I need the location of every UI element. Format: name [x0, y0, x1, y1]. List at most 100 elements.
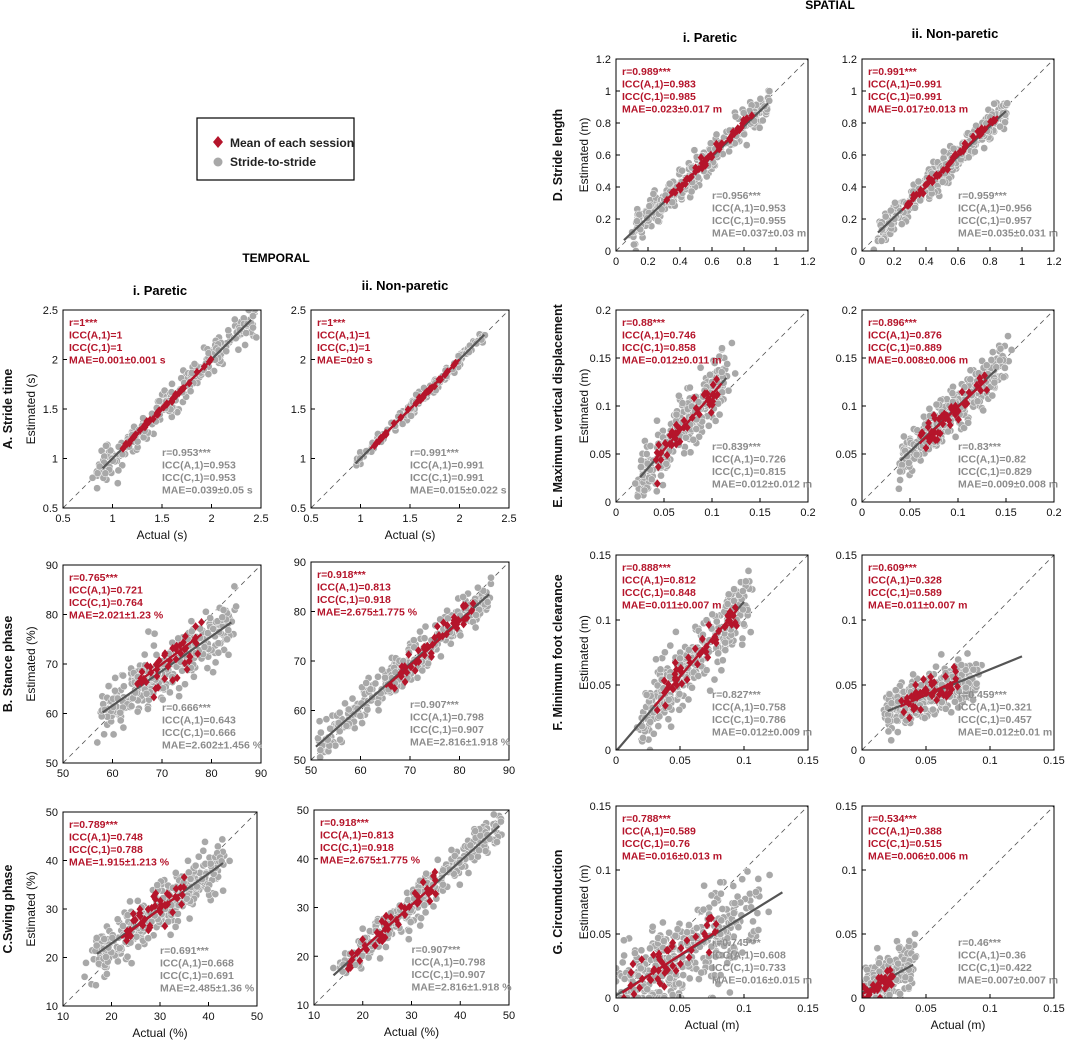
row-label: F. Minimum foot clearance: [551, 574, 565, 730]
stride-point: [120, 682, 128, 691]
stride-point: [202, 607, 210, 616]
mean-point: [169, 644, 177, 653]
mean-point: [695, 164, 703, 174]
stride-stat: ICC(A,1)=0.321: [958, 702, 1032, 714]
mean-point: [147, 668, 155, 677]
identity-line: [311, 310, 509, 508]
stride-point: [765, 871, 774, 879]
stride-point: [344, 705, 353, 714]
mean-point: [688, 946, 695, 955]
stride-point: [947, 708, 956, 717]
stride-point: [657, 471, 665, 480]
stride-point: [168, 380, 176, 388]
y-axis-label: Estimated (%): [24, 626, 38, 701]
mean-point: [903, 693, 911, 703]
plot-area: [862, 555, 1054, 750]
x-tick-label: 0: [859, 256, 865, 268]
stride-point: [407, 411, 415, 420]
stride-stat: ICC(A,1)=0.758: [712, 702, 786, 714]
stride-point: [244, 310, 253, 314]
stride-point: [472, 611, 480, 619]
stride-stat: ICC(C,1)=0.991: [410, 472, 484, 484]
mean-point: [952, 150, 959, 159]
stride-stat: ICC(C,1)=0.457: [958, 714, 1032, 726]
y-axis-label: Estimated (m): [577, 615, 591, 690]
mean-stat: ICC(A,1)=0.876: [868, 330, 942, 342]
mean-point: [925, 174, 933, 183]
stride-point: [969, 696, 977, 704]
stride-point: [106, 446, 115, 455]
mean-stat: r=0.918***: [320, 817, 370, 829]
mean-point: [415, 897, 423, 906]
stride-point: [646, 718, 655, 726]
stride-point: [224, 650, 233, 659]
stride-point: [896, 467, 904, 476]
mean-point: [930, 678, 938, 687]
stride-stat: ICC(C,1)=0.691: [160, 970, 234, 982]
stride-stat: MAE=2.485±1.36 %: [160, 983, 255, 995]
stride-point: [206, 859, 215, 868]
mean-point: [430, 871, 437, 881]
stride-point: [199, 846, 208, 855]
mean-stat: ICC(C,1)=0.858: [622, 342, 696, 354]
mean-point: [186, 652, 194, 661]
stride-point: [1001, 364, 1009, 372]
mean-stat: ICC(C,1)=0.918: [320, 842, 394, 854]
x-tick-label: 30: [405, 1010, 417, 1022]
stride-point: [990, 99, 999, 108]
stride-point: [1007, 346, 1016, 354]
stride-point: [639, 734, 647, 742]
stride-point: [93, 469, 102, 478]
identity-line: [63, 565, 261, 763]
mean-point: [950, 662, 958, 672]
stride-point: [174, 634, 183, 643]
mean-point: [925, 418, 932, 428]
mean-point: [164, 662, 172, 671]
stride-stat: ICC(C,1)=0.815: [712, 466, 786, 478]
mean-point: [734, 124, 742, 133]
y-tick-label: 1.5: [43, 404, 58, 416]
y-tick-label: 10: [46, 1001, 58, 1013]
mean-point: [718, 139, 726, 148]
mean-point: [731, 603, 739, 612]
stride-point: [692, 425, 701, 433]
mean-stat: ICC(A,1)=0.589: [622, 826, 696, 838]
mean-point: [714, 390, 721, 399]
stride-point: [92, 934, 101, 942]
mean-point: [683, 936, 691, 945]
x-tick-label: 0.8: [736, 256, 751, 268]
stride-point: [194, 852, 203, 861]
y-tick-label: 50: [46, 807, 58, 819]
mean-point: [707, 408, 715, 417]
stride-point: [224, 326, 233, 335]
mean-point: [407, 662, 415, 672]
stride-stat: MAE=2.602±1.456 %: [162, 740, 263, 752]
stride-point: [895, 484, 903, 493]
mean-stat: ICC(A,1)=0.813: [317, 582, 391, 594]
stride-point: [683, 928, 691, 937]
stride-point: [171, 923, 180, 931]
mean-point: [163, 399, 171, 408]
mean-points: [344, 867, 440, 974]
stride-point: [455, 880, 464, 889]
mean-point: [172, 655, 180, 664]
x-tick-label: 50: [503, 1010, 515, 1022]
stride-point: [171, 869, 180, 877]
mean-point: [138, 667, 146, 677]
stride-point: [738, 875, 747, 884]
stride-point: [186, 387, 195, 396]
stride-stat: r=0.666***: [162, 702, 212, 714]
mean-point: [161, 900, 169, 910]
stride-point: [961, 666, 970, 674]
legend-mean-label: Mean of each session: [230, 136, 354, 150]
mean-point: [432, 889, 440, 899]
mean-point: [173, 894, 181, 903]
stride-point: [404, 935, 413, 944]
stride-point: [714, 980, 723, 988]
mean-point: [423, 884, 431, 894]
stride-point: [948, 389, 957, 398]
x-tick-label: 90: [503, 765, 515, 777]
mean-point: [688, 413, 696, 422]
